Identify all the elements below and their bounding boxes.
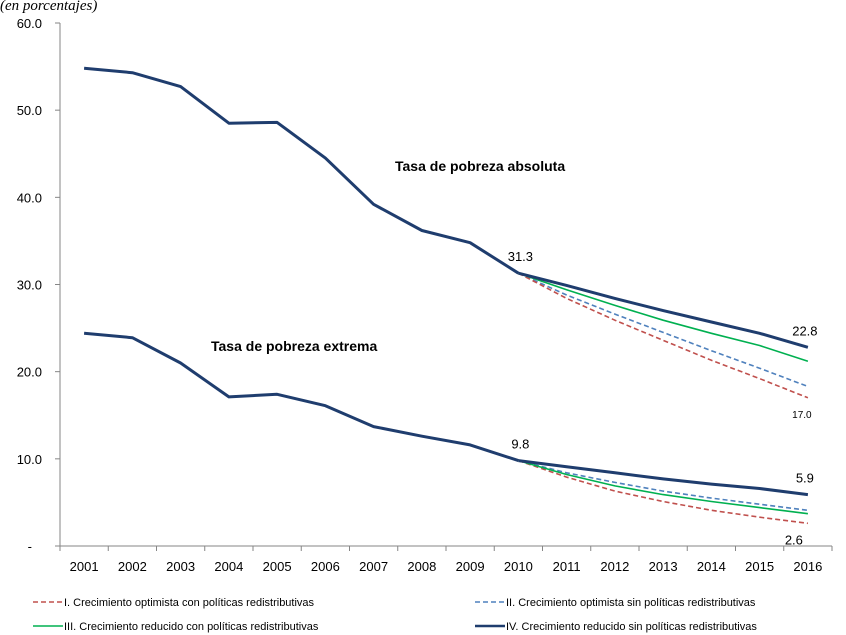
legend-label-III: III. Crecimiento reducido con políticas … <box>64 621 319 633</box>
x-tick-label: 2004 <box>214 559 243 574</box>
x-tick-label: 2006 <box>311 559 340 574</box>
series-lines <box>83 66 809 525</box>
x-tick-label: 2015 <box>745 559 774 574</box>
x-tick-label: 2011 <box>553 559 581 574</box>
absolute-scenario-IV-line <box>518 271 809 349</box>
x-tick-label: 2008 <box>407 559 436 574</box>
x-tick-label: 2003 <box>166 559 195 574</box>
extreme-history-line <box>83 331 519 463</box>
extreme-start-label: 9.8 <box>511 437 529 452</box>
x-tick-label: 2010 <box>504 559 533 574</box>
axes: - 10.0 20.0 30.0 40.0 50.0 60.0 2001 2002 2003 200… <box>17 16 833 574</box>
extreme-scenario-II-line <box>518 459 809 512</box>
absolute-iv-end-label: 22.8 <box>792 323 817 338</box>
legend: I. Crecimiento optimista con políticas r… <box>33 597 757 633</box>
legend-label-II: II. Crecimiento optimista sin políticas … <box>506 597 756 609</box>
x-tick-label: 2009 <box>456 559 485 574</box>
absolute-scenario-III-line <box>518 272 809 362</box>
y-tick-label: 10.0 <box>17 452 42 467</box>
x-tick-label: 2013 <box>649 559 678 574</box>
absolute-i-end-label: 17.0 <box>792 410 812 421</box>
y-tick-label: - <box>28 539 32 554</box>
extreme-scenario-I-line <box>518 459 809 525</box>
extreme-iv-end-label: 5.9 <box>796 471 814 486</box>
x-tick-label: 2005 <box>263 559 292 574</box>
x-tick-label: 2001 <box>70 559 99 574</box>
chart-partial-title: (en porcentajes) <box>0 0 97 14</box>
absolute-start-label: 31.3 <box>508 249 533 264</box>
absolute-scenario-II-line <box>518 272 809 388</box>
x-tick-label: 2002 <box>118 559 147 574</box>
extreme-i-end-label: 2.6 <box>785 532 803 547</box>
x-tick-label: 2007 <box>359 559 388 574</box>
annotations: Tasa de pobreza absoluta Tasa de pobreza … <box>211 158 565 354</box>
legend-label-I: I. Crecimiento optimista con políticas r… <box>64 597 315 609</box>
extreme-scenario-IV-line <box>518 459 809 497</box>
extreme-scenario-III-line <box>518 459 809 515</box>
x-tick-label: 2014 <box>697 559 726 574</box>
annotation-extreme: Tasa de pobreza extrema <box>211 338 377 354</box>
legend-label-IV: IV. Crecimiento reducido sin políticas r… <box>506 621 757 633</box>
x-tick-label: 2012 <box>600 559 629 574</box>
x-tick-label: 2016 <box>793 559 822 574</box>
y-tick-label: 50.0 <box>17 103 42 118</box>
y-tick-label: 40.0 <box>17 190 42 205</box>
data-labels: 31.3 22.8 17.0 9.8 5.9 2.6 <box>508 249 818 547</box>
y-tick-label: 60.0 <box>17 16 42 31</box>
y-tick-label: 30.0 <box>17 278 42 293</box>
y-tick-label: 20.0 <box>17 365 42 380</box>
annotation-absolute: Tasa de pobreza absoluta <box>395 158 565 174</box>
absolute-history-line <box>83 66 520 275</box>
